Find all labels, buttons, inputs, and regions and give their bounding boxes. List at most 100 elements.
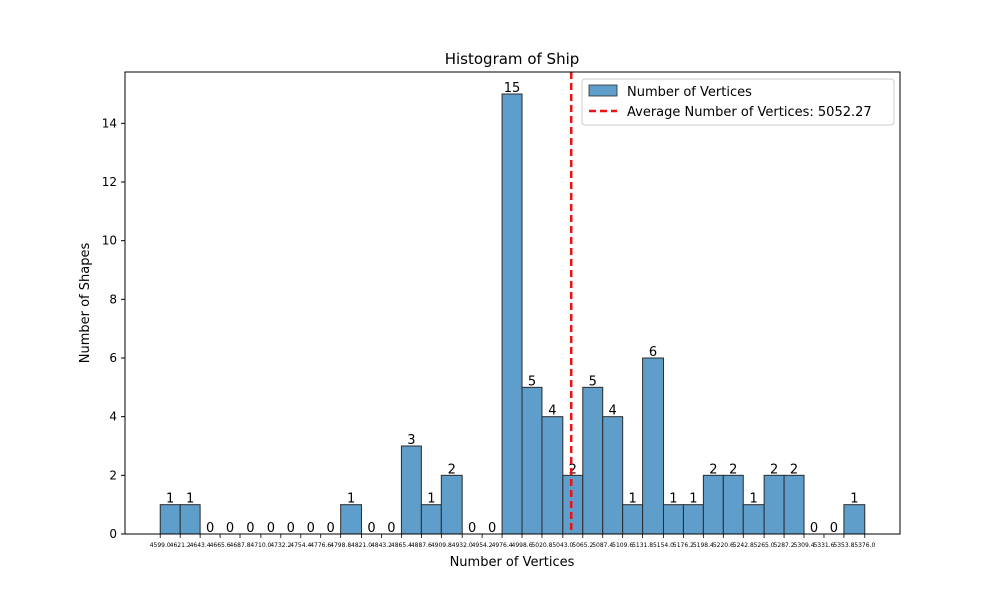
x-tick-label: 4665.6 [210,542,231,549]
histogram-bar [763,474,785,535]
x-tick-label: 5065.2 [572,542,593,549]
x-tick-label: 4998.6 [512,542,533,549]
x-tick-label: 5043.0 [552,542,573,549]
bar-count-label: 6 [649,345,657,360]
x-tick-label: 4599.0 [150,542,171,549]
chart-title: Histogram of Ship [445,50,580,68]
histogram-bar [662,504,684,535]
y-tick-label: 6 [109,351,117,365]
bar-count-label: 0 [267,521,275,536]
bar-count-label: 2 [790,462,798,477]
bar-count-label: 1 [750,492,758,507]
histogram-bar [582,386,604,535]
x-tick-label: 5087.4 [592,542,613,549]
bar-count-label: 1 [689,492,697,507]
x-tick-label: 5265.0 [754,542,775,549]
bar-count-label: 0 [387,521,395,536]
histogram-bar [682,504,704,535]
histogram-bar [440,474,463,535]
y-tick-label: 2 [109,468,117,482]
x-tick-label: 5131.8 [632,542,653,549]
bar-count-label: 0 [488,521,496,536]
x-tick-label: 4976.4 [492,542,513,549]
x-tick-label: 4754.4 [290,542,311,549]
histogram-bar [159,504,181,535]
x-tick-label: 4932.0 [452,542,473,549]
x-tick-label: 5309.4 [794,542,815,549]
bar-count-label: 0 [468,521,476,536]
x-tick-label: 4865.4 [391,542,412,549]
x-tick-label: 5109.6 [612,542,633,549]
bar-count-label: 1 [427,492,435,507]
y-tick-label: 0 [109,527,117,541]
histogram-bar [179,504,201,535]
y-tick-label: 12 [102,175,117,189]
x-tick-label: 4621.2 [170,542,191,549]
x-tick-label: 5176.2 [673,542,694,549]
bars-group [159,93,866,535]
x-tick-label: 5020.8 [531,542,552,549]
histogram-bar [702,474,724,535]
bar-count-label: 1 [166,492,174,507]
legend-entry-bars: Number of Vertices [627,85,752,100]
histogram-bar [722,474,744,535]
x-tick-label: 4776.6 [310,542,331,549]
bar-count-label: 2 [569,462,577,477]
bar-count-label: 0 [287,521,295,536]
x-tick-label: 5220.6 [713,542,734,549]
x-tick-label: 5242.8 [733,542,754,549]
legend-entry-average: Average Number of Vertices: 5052.27 [627,105,872,120]
bar-count-label: 2 [448,462,456,477]
x-tick-label: 4887.6 [411,542,432,549]
bar-count-label: 4 [609,404,617,419]
y-tick-label: 4 [109,410,117,424]
bar-count-label: 1 [186,492,194,507]
bar-count-label: 0 [810,521,818,536]
histogram-bar [602,416,624,535]
bar-count-label: 0 [327,521,335,536]
bar-count-label: 1 [850,492,858,507]
histogram-bar [501,93,523,535]
bar-count-label: 1 [347,492,355,507]
x-tick-label: 4909.8 [431,542,452,549]
bar-count-label: 0 [206,521,214,536]
bar-count-label: 2 [709,462,717,477]
bar-count-label: 0 [226,521,234,536]
y-axis-ticks: 0 2 4 6 8 10 12 14 [102,116,125,541]
histogram-bar [622,504,644,535]
x-tick-label: 5331.6 [813,542,834,549]
x-tick-label: 5353.8 [833,542,854,549]
bar-count-label: 2 [729,462,737,477]
x-axis-label: Number of Vertices [450,555,575,570]
bar-count-label: 0 [830,521,838,536]
bar-count-label: 0 [307,521,315,536]
histogram-bar [541,416,564,535]
histogram-bar [562,474,584,535]
histogram-bar [400,445,422,535]
histogram-bar [783,474,805,535]
x-tick-label: 5154.0 [653,542,674,549]
bar-count-label: 1 [669,492,677,507]
bar-count-label: 2 [770,462,778,477]
bar-count-label: 15 [504,81,521,96]
x-tick-label: 4687.8 [230,542,251,549]
x-tick-label: 4843.2 [371,542,392,549]
x-tick-label: 4798.8 [330,542,351,549]
plot-frame [124,71,901,535]
histogram-bar [843,504,866,535]
legend: Number of Vertices Average Number of Ver… [581,78,895,126]
bar-count-label: 5 [589,374,597,389]
y-tick-label: 8 [109,292,117,306]
bar-count-label: 3 [407,433,415,448]
bar-count-label: 4 [548,404,556,419]
x-tick-label: 5198.4 [693,542,714,549]
x-tick-label: 4821.0 [351,542,372,549]
bar-count-label: 0 [246,521,254,536]
histogram-bar [340,504,363,535]
histogram-bar [420,504,442,535]
x-tick-label: 5376.0 [854,542,875,549]
x-tick-label: 4954.2 [472,542,493,549]
y-tick-label: 10 [102,234,117,248]
